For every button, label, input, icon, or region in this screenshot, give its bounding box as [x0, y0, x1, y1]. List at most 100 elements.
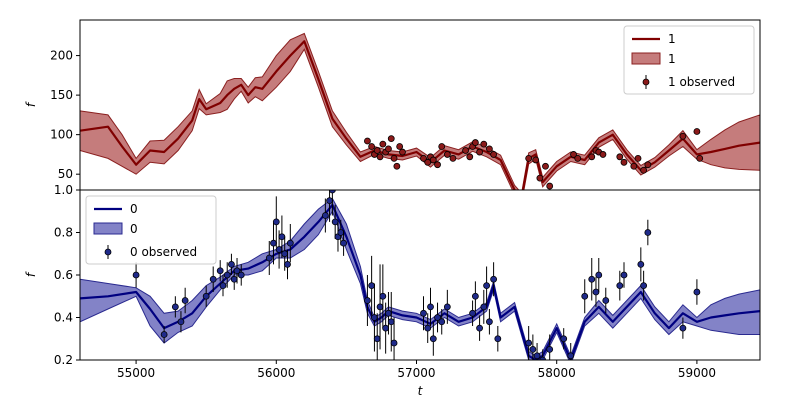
observed-point: [328, 190, 336, 194]
observed-point: [429, 335, 437, 343]
observed-point: [567, 352, 575, 360]
y-axis-label-bottom: f: [24, 271, 38, 277]
observed-point: [171, 303, 179, 311]
observed-point: [265, 254, 273, 262]
observed-point: [640, 282, 648, 290]
observed-point: [321, 212, 329, 219]
legend-band-swatch: [93, 222, 123, 235]
observed-point: [424, 158, 432, 166]
observed-point: [281, 250, 289, 258]
observed-point: [616, 282, 624, 290]
legend-label-band: 0: [130, 222, 138, 236]
observed-point: [483, 282, 490, 290]
observed-point: [574, 154, 582, 162]
observed-point: [438, 143, 446, 150]
observed-point: [529, 345, 537, 353]
observed-point: [379, 292, 387, 300]
observed-point: [424, 324, 432, 332]
observed-point: [532, 156, 540, 164]
model-line-top: [80, 40, 760, 190]
observed-point: [326, 197, 333, 205]
observed-point: [393, 162, 401, 170]
observed-point: [160, 331, 168, 338]
observed-point: [376, 153, 384, 161]
observed-point: [644, 161, 652, 169]
observed-point: [637, 260, 645, 268]
observed-point: [570, 151, 577, 158]
observed-point: [376, 303, 384, 311]
observed-point: [382, 324, 390, 332]
x-axis-label: t: [418, 384, 424, 398]
observed-point: [286, 239, 294, 247]
legend-point-swatch: [642, 78, 650, 86]
observed-point: [132, 271, 140, 279]
y-tick-label: 1.0: [54, 183, 73, 197]
observed-point: [696, 154, 704, 162]
observed-point: [390, 339, 398, 347]
legend-label-line: 0: [130, 202, 138, 216]
observed-point: [620, 158, 628, 166]
observed-point: [443, 151, 451, 158]
observed-point: [599, 151, 607, 158]
legend-box: [623, 25, 755, 95]
observed-point: [630, 162, 638, 170]
observed-point: [640, 166, 648, 174]
observed-point: [494, 335, 502, 343]
observed-point: [592, 288, 600, 296]
observed-point: [420, 154, 427, 162]
plot-area-top: [80, 32, 760, 190]
legend-bottom: 0 0 0 observed: [85, 195, 217, 265]
observed-point: [480, 303, 488, 311]
observed-point: [462, 147, 469, 154]
observed-point: [602, 297, 610, 304]
observed-point: [387, 318, 395, 326]
y-tick-label: 0.2: [54, 353, 73, 367]
observed-point: [693, 288, 701, 296]
observed-point: [373, 147, 381, 154]
observed-point: [616, 153, 624, 161]
observed-point: [177, 318, 185, 326]
observed-point: [588, 275, 596, 283]
observed-point: [536, 174, 544, 182]
observed-point: [471, 292, 479, 300]
observed-point: [466, 153, 474, 161]
observed-point: [542, 162, 549, 170]
observed-point: [427, 303, 434, 311]
observed-point: [278, 233, 286, 241]
observed-point: [364, 297, 371, 304]
y-tick-label: 100: [50, 128, 73, 142]
observed-point: [525, 339, 533, 347]
observed-point: [539, 356, 547, 360]
observed-point: [434, 161, 441, 169]
observed-point: [588, 153, 596, 161]
y-tick-label: 0.8: [54, 226, 73, 240]
observed-point: [469, 309, 476, 317]
observed-point: [237, 271, 245, 279]
observed-point: [181, 297, 189, 304]
legend-top: 1 1 1 observed: [623, 25, 755, 95]
observed-point: [202, 292, 210, 300]
observed-point: [490, 275, 498, 283]
legend-point-swatch: [104, 248, 112, 256]
observed-point: [219, 282, 227, 290]
observed-point: [581, 292, 589, 300]
observed-point: [275, 246, 283, 253]
observed-point: [449, 154, 457, 162]
x-tick-label: 59000: [678, 366, 716, 380]
observed-point: [595, 271, 603, 279]
observed-point: [387, 135, 395, 143]
observed-point: [471, 139, 479, 146]
observed-point: [476, 148, 483, 156]
legend-band-swatch: [631, 52, 661, 65]
observed-point: [368, 282, 376, 290]
confidence-band-top: [80, 32, 760, 190]
observed-point: [533, 352, 541, 360]
observed-point: [434, 314, 441, 321]
y-tick-label: 150: [50, 88, 73, 102]
x-tick-label: 57000: [397, 366, 435, 380]
legend-box: [85, 195, 217, 265]
observed-point: [679, 324, 687, 332]
legend-label-observed: 0 observed: [130, 245, 197, 259]
